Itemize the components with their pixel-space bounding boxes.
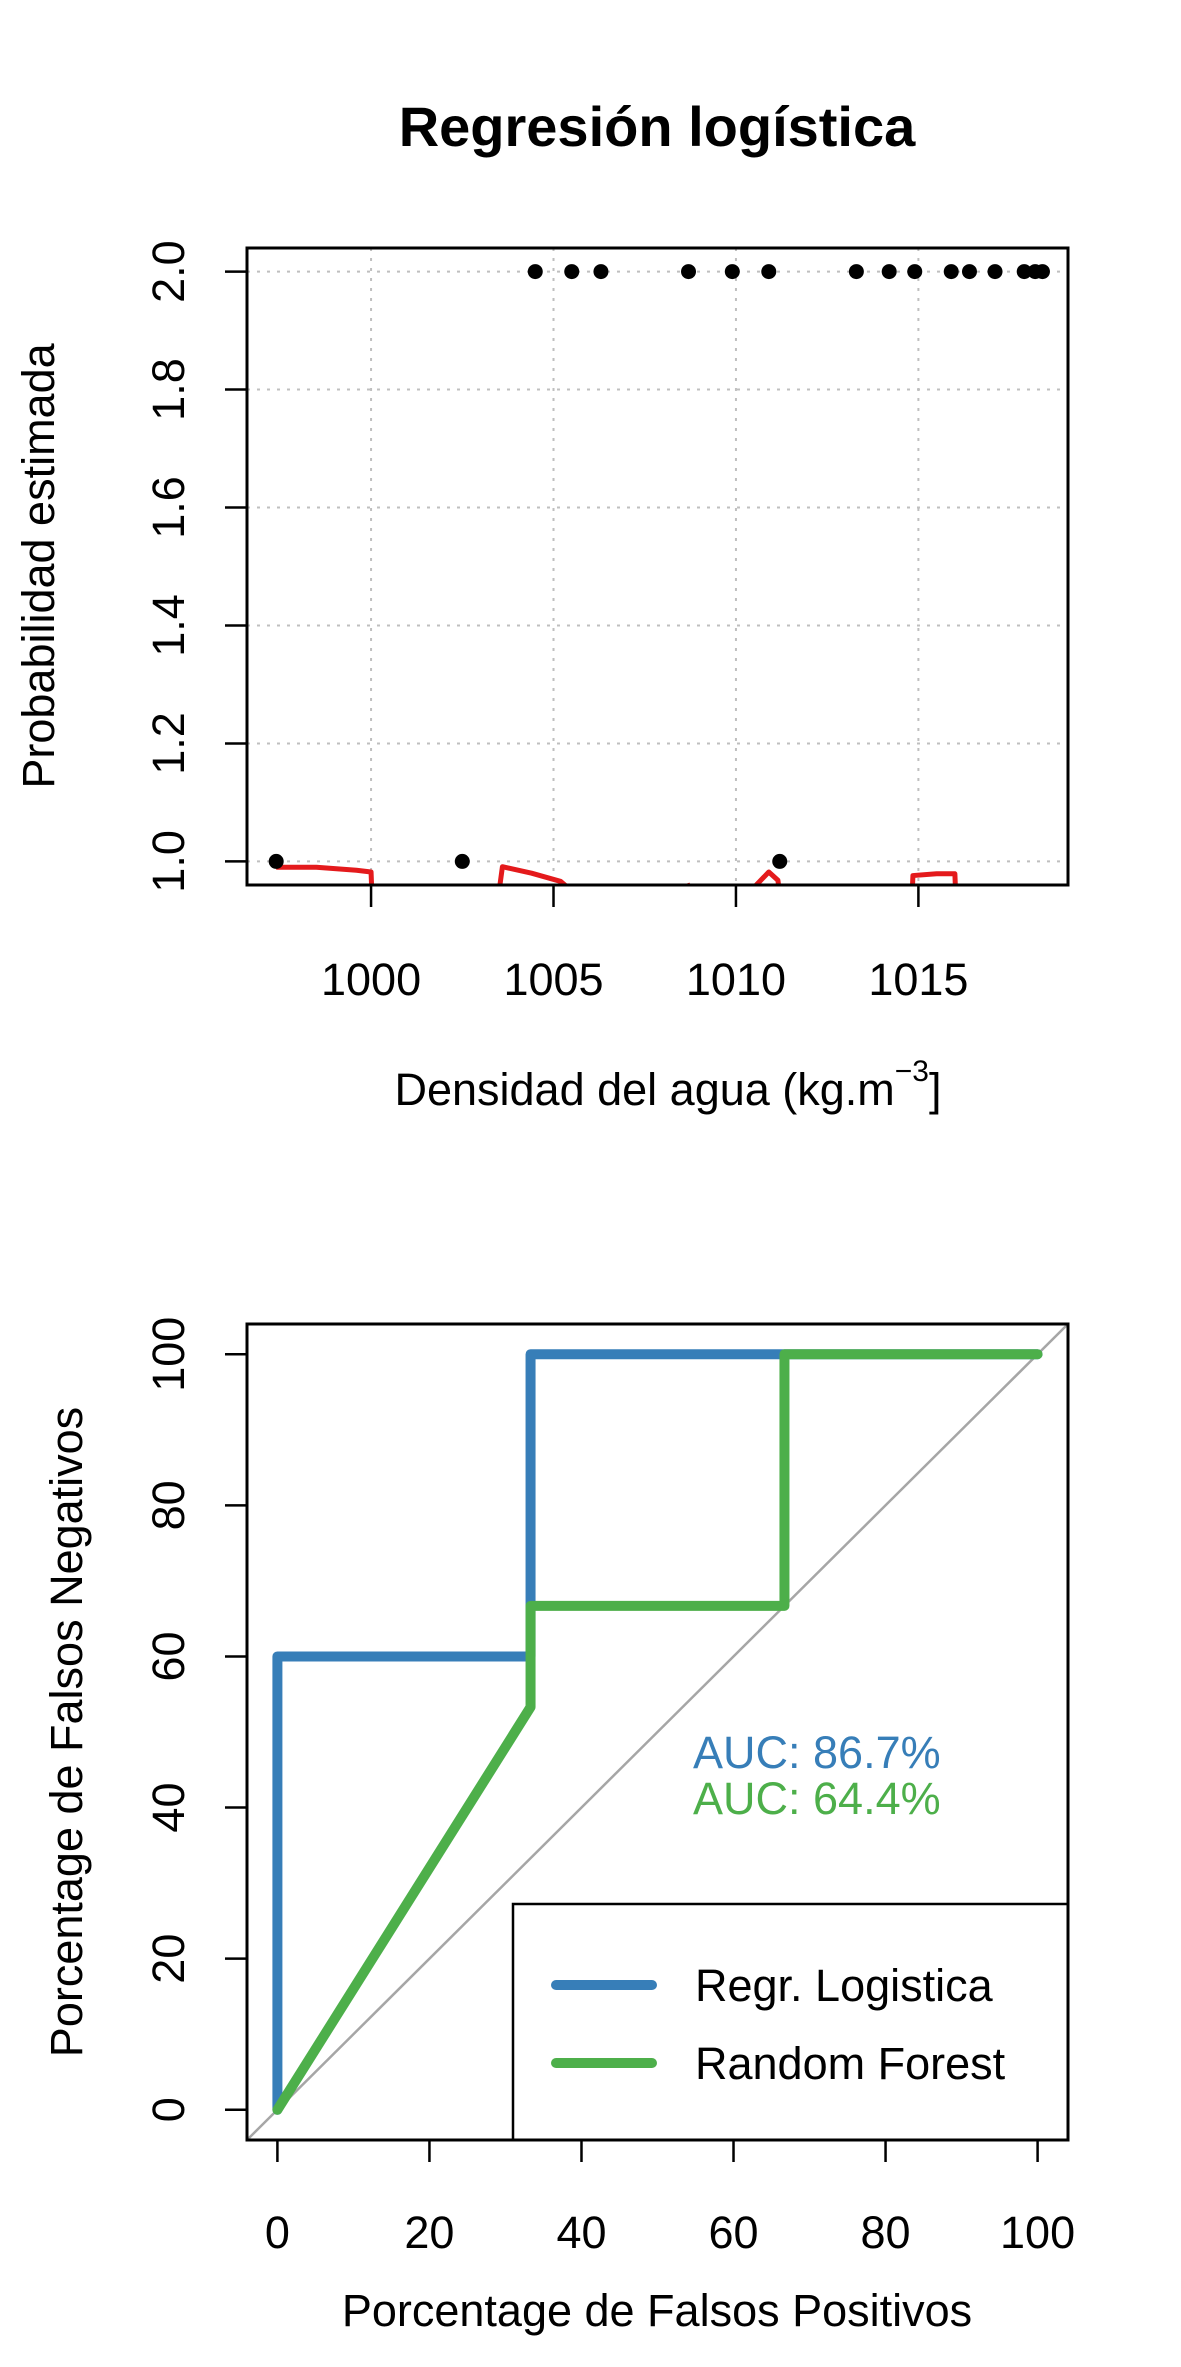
bottom-y-tick-label-3: 60 <box>143 1631 194 1681</box>
auc-label-0: AUC: 86.7% <box>693 1727 941 1778</box>
bottom-y-axis-label: Porcentage de Falsos Negativos <box>41 1407 92 2057</box>
bottom-x-tick-label-2: 40 <box>556 2207 606 2258</box>
observation-point-10 <box>881 264 897 280</box>
observation-point-15 <box>1016 264 1032 280</box>
top-plot-frame <box>245 246 1070 887</box>
bottom-x-tick-label-1: 20 <box>404 2207 454 2258</box>
bottom-y-tick-label-2: 40 <box>143 1783 194 1833</box>
legend-label-0: Regr. Logistica <box>695 1960 994 2011</box>
top-grid <box>247 248 1068 885</box>
fitted-curve-segment-4 <box>910 871 958 885</box>
observation-point-4 <box>564 264 580 280</box>
bottom-y-axis: 0 20 40 60 80 100 <box>143 1317 247 2122</box>
observation-point-17 <box>1034 264 1050 280</box>
auc-label-1: AUC: 64.4% <box>693 1773 941 1824</box>
bottom-x-tick-label-0: 0 <box>265 2207 290 2258</box>
top-y-tick-label-1: 1.2 <box>143 712 194 775</box>
top-y-tick-label-4: 1.8 <box>143 358 194 421</box>
fitted-curve-segment-1 <box>497 864 569 885</box>
bottom-x-tick-label-3: 60 <box>708 2207 758 2258</box>
observation-point-0 <box>268 853 284 869</box>
bottom-y-tick-label-1: 20 <box>143 1934 194 1984</box>
auc-labels: AUC: 86.7%AUC: 64.4% <box>693 1727 941 1824</box>
top-x-axis-label-superscript: −3 <box>895 1055 929 1088</box>
observation-point-11 <box>907 264 923 280</box>
observation-point-8 <box>761 264 777 280</box>
observation-point-14 <box>987 264 1003 280</box>
roc-series <box>272 1349 1043 2115</box>
observation-point-9 <box>848 264 864 280</box>
bottom-x-axis-label: Porcentage de Falsos Positivos <box>342 2285 972 2336</box>
top-y-tick-label-5: 2.0 <box>143 240 194 303</box>
top-y-tick-label-2: 1.4 <box>143 594 194 657</box>
roc-panel: Regr. Logistica Random Forest AUC: 86.7%A… <box>41 1317 1075 2336</box>
observation-point-12 <box>943 264 959 280</box>
observation-point-3 <box>527 264 543 280</box>
bottom-x-tick-label-4: 80 <box>861 2207 911 2258</box>
top-x-tick-label-1: 1005 <box>503 954 603 1005</box>
top-x-axis: 1000 1005 1010 1015 <box>321 885 968 1005</box>
top-chart-title: Regresión logística <box>399 95 916 158</box>
top-x-axis-label: Densidad del agua (kg.m−3] <box>394 1055 941 1115</box>
top-x-axis-label-suffix: ] <box>929 1064 942 1115</box>
observation-point-7 <box>724 264 740 280</box>
bottom-y-tick-label-5: 100 <box>143 1317 194 1392</box>
roc-line-1 <box>272 1349 1043 2115</box>
fitted-curve-segment-0 <box>276 864 375 885</box>
bottom-plot-frame <box>245 1322 1070 2142</box>
observation-point-13 <box>961 264 977 280</box>
observation-point-6 <box>681 264 697 280</box>
roc-diagonal <box>247 1324 1068 2140</box>
fitted-curve <box>276 864 958 885</box>
top-x-tick-label-2: 1010 <box>686 954 786 1005</box>
legend-items: Regr. Logistica Random Forest <box>551 1960 1006 2089</box>
top-y-tick-label-0: 1.0 <box>143 830 194 893</box>
top-y-tick-label-3: 1.6 <box>143 476 194 539</box>
observation-point-5 <box>593 264 609 280</box>
observation-point-1 <box>454 853 470 869</box>
legend <box>511 1902 1070 2142</box>
top-y-axis-label: Probabilidad estimada <box>13 342 64 788</box>
top-x-tick-label-0: 1000 <box>321 954 421 1005</box>
top-x-axis-label-main: Densidad del agua (kg.m <box>394 1064 894 1115</box>
logistic-regression-panel: Regresión logística 1000 1005 1010 1015 1.0… <box>13 95 1070 1115</box>
bottom-y-tick-label-4: 80 <box>143 1480 194 1530</box>
bottom-y-tick-label-0: 0 <box>143 2097 194 2122</box>
bottom-x-axis: 0 20 40 60 80 100 <box>265 2140 1075 2258</box>
bottom-x-tick-label-5: 100 <box>1000 2207 1075 2258</box>
roc-diagonal-line <box>247 1324 1068 2140</box>
top-y-axis: 1.0 1.2 1.4 1.6 1.8 2.0 <box>143 240 247 893</box>
legend-label-1: Random Forest <box>695 2038 1006 2089</box>
observation-point-2 <box>772 853 788 869</box>
observations <box>268 264 1050 869</box>
fitted-curve-segment-3 <box>752 869 782 885</box>
top-x-tick-label-3: 1015 <box>868 954 968 1005</box>
